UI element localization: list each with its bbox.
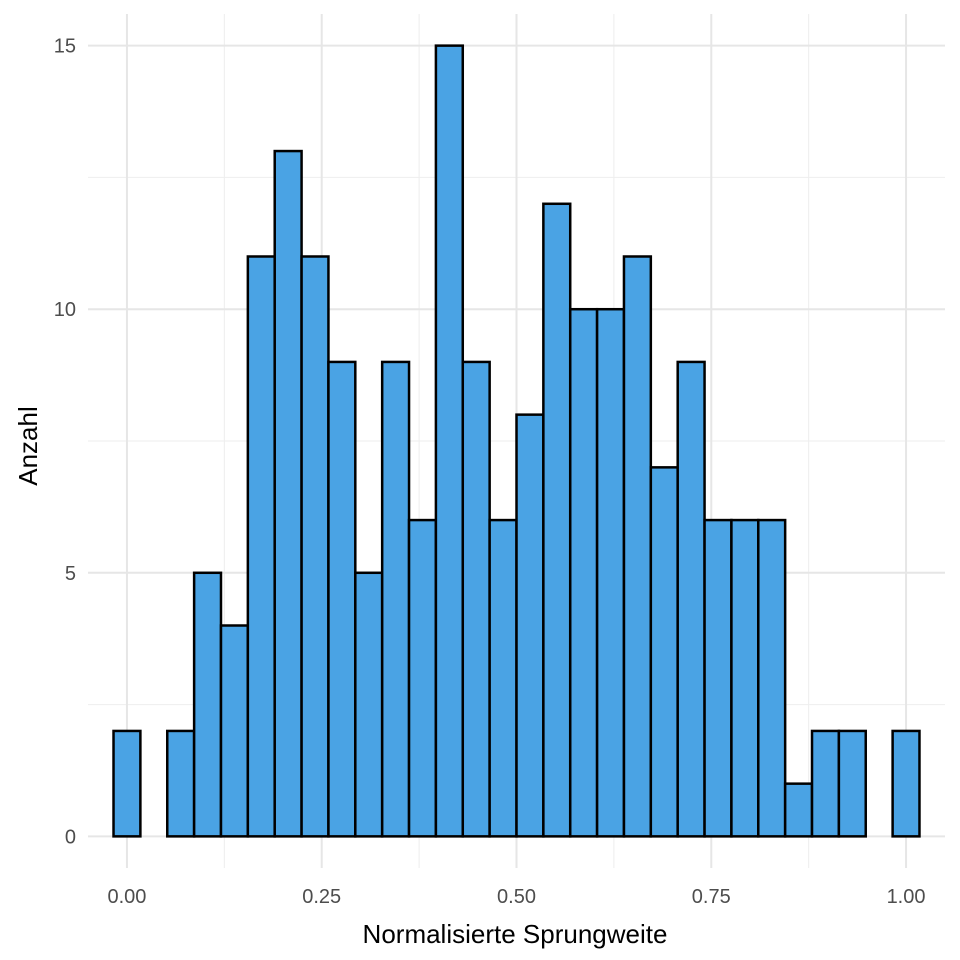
x-axis-ticks: 0.00 0.25 0.50 0.75 1.00 <box>107 886 925 908</box>
histogram-bar <box>246 255 276 838</box>
histogram-bar <box>595 307 626 838</box>
histogram-bar <box>488 518 518 838</box>
y-tick-label: 15 <box>54 36 76 58</box>
histogram-bar <box>703 518 733 838</box>
x-axis-title: Normalisierte Sprungweite <box>363 919 668 949</box>
histogram-bar <box>112 729 142 838</box>
histogram-bars <box>112 44 921 838</box>
histogram-bar <box>166 729 196 838</box>
histogram-bar <box>542 202 572 838</box>
histogram-bar <box>407 518 438 838</box>
histogram-bar <box>757 518 787 838</box>
x-tick-label: 0.75 <box>692 886 731 908</box>
histogram-bar <box>300 255 330 838</box>
histogram-bar <box>380 360 411 838</box>
x-tick-label: 1.00 <box>887 886 926 908</box>
histogram-bar <box>810 729 841 838</box>
histogram-bar <box>783 782 814 838</box>
histogram-bar <box>192 571 223 838</box>
histogram-bar <box>730 518 760 838</box>
y-tick-label: 10 <box>54 299 76 321</box>
x-tick-label: 0.25 <box>302 886 341 908</box>
y-tick-label: 5 <box>65 563 76 585</box>
histogram-bar <box>219 624 250 838</box>
histogram-bar <box>461 360 491 838</box>
histogram-bar <box>354 571 384 838</box>
histogram-bar <box>837 729 867 838</box>
y-tick-label: 0 <box>65 826 76 848</box>
histogram-bar <box>327 360 357 838</box>
histogram-bar <box>434 44 465 838</box>
histogram-bar <box>568 307 599 838</box>
y-axis-ticks: 0 5 10 15 <box>54 36 76 849</box>
histogram-bar <box>622 255 653 838</box>
histogram-bar <box>891 729 921 838</box>
histogram-bar <box>515 413 545 838</box>
x-tick-label: 0.50 <box>497 886 536 908</box>
y-axis-title: Anzahl <box>13 406 43 486</box>
histogram-bar <box>676 360 706 838</box>
histogram-bar <box>649 466 679 838</box>
histogram-bar <box>273 149 303 838</box>
x-tick-label: 0.00 <box>107 886 146 908</box>
